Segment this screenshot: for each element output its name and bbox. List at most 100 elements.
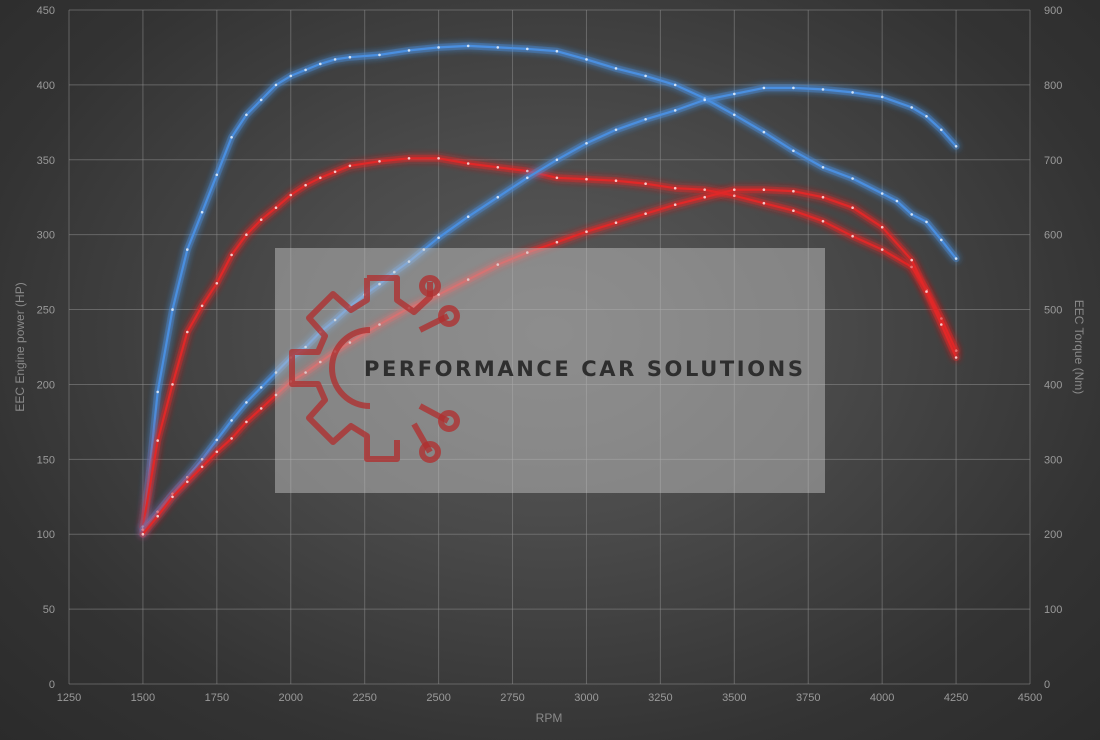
data-point bbox=[496, 46, 500, 49]
x-tick-label: 3750 bbox=[796, 692, 820, 704]
series-line bbox=[141, 86, 958, 531]
x-tick-label: 3250 bbox=[648, 692, 672, 704]
data-point bbox=[245, 401, 248, 404]
data-point bbox=[733, 194, 736, 197]
data-point bbox=[954, 257, 958, 260]
data-point bbox=[585, 230, 588, 233]
data-point bbox=[851, 234, 854, 238]
data-point bbox=[466, 278, 470, 281]
series-3 bbox=[139, 84, 960, 534]
data-point bbox=[496, 263, 500, 266]
data-point bbox=[304, 183, 307, 187]
data-point bbox=[954, 356, 958, 359]
data-point bbox=[274, 393, 278, 397]
data-point bbox=[851, 177, 854, 180]
data-point bbox=[215, 173, 219, 177]
data-point bbox=[910, 258, 913, 262]
y-left-tick-label: 200 bbox=[37, 379, 55, 391]
data-point bbox=[925, 220, 928, 224]
data-point bbox=[156, 390, 159, 394]
data-point bbox=[245, 233, 248, 236]
y-left-tick-label: 350 bbox=[37, 155, 55, 167]
data-point bbox=[171, 383, 174, 386]
data-point bbox=[407, 260, 411, 263]
data-point bbox=[940, 128, 943, 132]
data-point bbox=[555, 158, 559, 162]
data-point bbox=[274, 83, 278, 87]
data-point bbox=[259, 407, 263, 410]
data-point bbox=[186, 248, 189, 251]
data-point bbox=[880, 225, 884, 229]
data-point bbox=[703, 195, 706, 199]
data-point bbox=[526, 47, 529, 51]
data-point bbox=[703, 188, 706, 191]
data-point bbox=[304, 68, 307, 72]
y-right-tick-label: 900 bbox=[1044, 5, 1062, 17]
data-point bbox=[245, 420, 248, 424]
data-point bbox=[910, 213, 913, 216]
data-point bbox=[156, 439, 159, 442]
data-point bbox=[156, 514, 159, 518]
x-tick-label: 4000 bbox=[870, 692, 894, 704]
series-4 bbox=[139, 186, 960, 538]
y-right-tick-label: 300 bbox=[1044, 454, 1062, 466]
data-point bbox=[171, 308, 174, 311]
data-point bbox=[171, 495, 174, 499]
data-point bbox=[466, 215, 470, 218]
data-point bbox=[378, 53, 381, 57]
data-point bbox=[274, 206, 278, 209]
data-point bbox=[496, 166, 500, 169]
data-point bbox=[644, 74, 647, 78]
data-point bbox=[673, 83, 677, 87]
y-left-tick-label: 250 bbox=[37, 305, 55, 317]
data-point bbox=[407, 157, 411, 160]
data-point bbox=[555, 176, 559, 180]
data-point bbox=[215, 282, 219, 285]
x-tick-label: 4500 bbox=[1018, 692, 1042, 704]
y-left-tick-label: 300 bbox=[37, 230, 55, 242]
series-lines bbox=[139, 42, 960, 538]
data-point bbox=[614, 128, 618, 132]
x-tick-label: 3500 bbox=[722, 692, 746, 704]
data-point bbox=[496, 195, 500, 199]
data-point bbox=[614, 67, 618, 70]
data-point bbox=[259, 98, 263, 102]
data-point bbox=[762, 86, 766, 90]
data-point bbox=[215, 450, 219, 454]
data-point bbox=[733, 113, 736, 117]
y-right-tick-label: 500 bbox=[1044, 305, 1062, 317]
data-point bbox=[792, 209, 795, 212]
data-point bbox=[304, 345, 307, 349]
data-point bbox=[925, 115, 928, 118]
data-point bbox=[940, 238, 943, 242]
y-left-tick-label: 150 bbox=[37, 454, 55, 466]
data-point bbox=[614, 179, 618, 182]
y-left-axis-title: EEC Engine power (HP) bbox=[13, 282, 27, 411]
data-point bbox=[230, 419, 233, 422]
data-point bbox=[437, 293, 440, 296]
data-point bbox=[526, 251, 529, 254]
data-point bbox=[555, 240, 559, 244]
data-point bbox=[792, 86, 795, 90]
watermark: PERFORMANCE CAR SOLUTIONS bbox=[275, 248, 825, 493]
data-point bbox=[200, 465, 204, 469]
series-1 bbox=[139, 42, 960, 538]
gear-circuit-logo-icon bbox=[289, 275, 460, 463]
y-right-axis-title: EEC Torque (Nm) bbox=[1072, 300, 1086, 394]
x-tick-label: 2500 bbox=[426, 692, 450, 704]
data-point bbox=[851, 206, 854, 209]
data-point bbox=[821, 219, 825, 223]
data-point bbox=[880, 95, 884, 99]
data-point bbox=[954, 145, 958, 148]
y-right-tick-label: 400 bbox=[1044, 379, 1062, 391]
data-point bbox=[186, 480, 189, 484]
data-point bbox=[333, 318, 337, 322]
data-point bbox=[821, 88, 825, 91]
data-point bbox=[895, 199, 899, 203]
y-right-tick-label: 100 bbox=[1044, 604, 1062, 616]
data-point bbox=[378, 160, 381, 163]
data-point bbox=[437, 236, 440, 239]
data-point bbox=[880, 192, 884, 195]
data-point bbox=[200, 458, 204, 461]
